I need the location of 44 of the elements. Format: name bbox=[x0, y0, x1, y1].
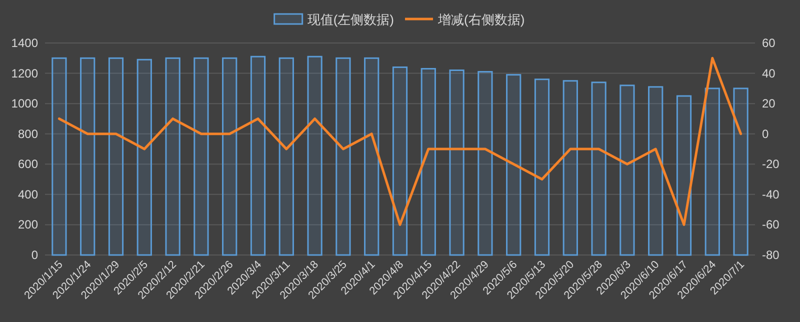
bar bbox=[506, 74, 522, 256]
bar bbox=[307, 56, 322, 256]
bar bbox=[562, 80, 578, 256]
y-tick-label: 600 bbox=[18, 157, 38, 172]
y2-tick-label: 0 bbox=[762, 126, 769, 141]
bar bbox=[676, 95, 692, 256]
bar bbox=[80, 57, 96, 256]
y-tick-label: 1000 bbox=[11, 96, 38, 111]
bar bbox=[136, 58, 152, 256]
bar bbox=[478, 71, 493, 256]
y2-tick-label: -20 bbox=[762, 157, 780, 172]
y2-tick-label: 40 bbox=[762, 66, 776, 80]
bar bbox=[420, 68, 436, 256]
bar bbox=[250, 56, 266, 256]
bar bbox=[222, 57, 238, 256]
bar bbox=[165, 57, 180, 256]
bar bbox=[392, 66, 408, 256]
y2-tick-label: -60 bbox=[762, 218, 780, 232]
y2-tick-label: -80 bbox=[762, 248, 780, 262]
line-series bbox=[58, 56, 742, 226]
bar bbox=[648, 86, 664, 256]
bar bbox=[449, 70, 464, 256]
bar bbox=[278, 57, 294, 256]
legend-label: 现值(左侧数据) bbox=[307, 12, 394, 27]
bar bbox=[704, 88, 720, 256]
bar bbox=[620, 84, 635, 256]
bar bbox=[194, 57, 209, 256]
bar bbox=[336, 57, 351, 256]
y-tick-label: 200 bbox=[18, 218, 38, 232]
bar bbox=[591, 82, 606, 256]
bar bbox=[534, 78, 550, 256]
bar bbox=[733, 88, 748, 256]
y-tick-label: 1200 bbox=[11, 66, 38, 80]
y-tick-label: 400 bbox=[18, 187, 38, 202]
legend-label: 增减(右侧数据) bbox=[437, 12, 525, 27]
y-tick-label: 800 bbox=[18, 126, 38, 141]
y2-tick-label: -40 bbox=[762, 187, 780, 202]
bar bbox=[108, 57, 124, 256]
y-tick-label: 0 bbox=[31, 248, 38, 262]
y2-tick-label: 60 bbox=[762, 36, 776, 50]
bar bbox=[364, 57, 380, 256]
y2-tick-label: 20 bbox=[762, 96, 776, 111]
y-tick-label: 1400 bbox=[11, 36, 38, 50]
bar bbox=[52, 57, 67, 256]
